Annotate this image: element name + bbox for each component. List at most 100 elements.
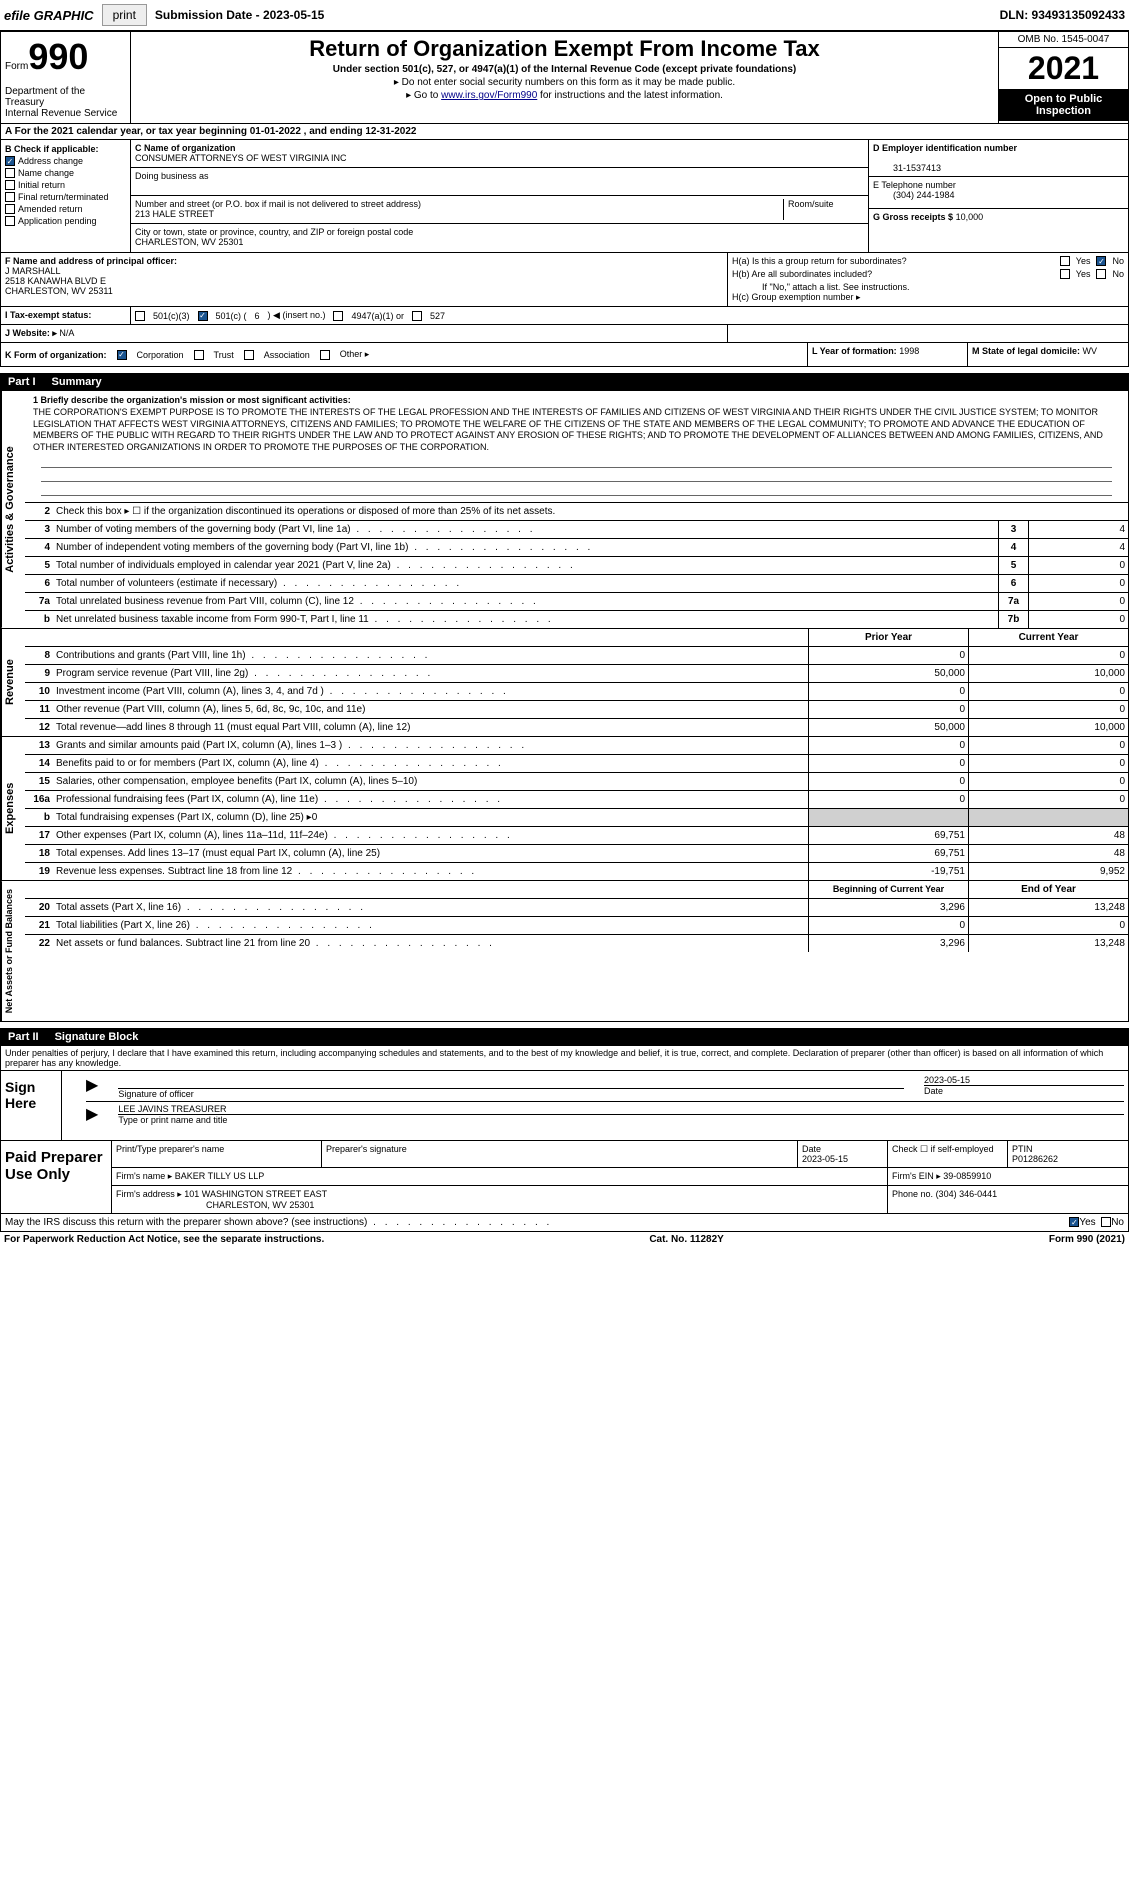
ein: 31-1537413: [873, 163, 941, 173]
line3-value: 4: [1028, 521, 1128, 538]
hb-yes-checkbox[interactable]: [1060, 269, 1070, 279]
vtab-activities: Activities & Governance: [1, 391, 25, 628]
efile-label: efile GRAPHIC: [4, 8, 94, 23]
city-state-zip: CHARLESTON, WV 25301: [135, 237, 243, 247]
form-header: Form990 Department of the Treasury Inter…: [0, 31, 1129, 124]
website-value: N/A: [59, 328, 74, 338]
org-name: CONSUMER ATTORNEYS OF WEST VIRGINIA INC: [135, 153, 347, 163]
line12-prior: 50,000: [808, 719, 968, 736]
line18-prior: 69,751: [808, 845, 968, 862]
line10-prior: 0: [808, 683, 968, 700]
gross-receipts: 10,000: [956, 212, 984, 222]
line8-current: 0: [968, 647, 1128, 664]
4947-checkbox[interactable]: [333, 311, 343, 321]
i-label: I Tax-exempt status:: [1, 307, 131, 324]
line6-value: 0: [1028, 575, 1128, 592]
527-checkbox[interactable]: [412, 311, 422, 321]
state-domicile: WV: [1083, 346, 1098, 356]
application-pending-checkbox[interactable]: [5, 216, 15, 226]
line12-current: 10,000: [968, 719, 1128, 736]
sig-date: 2023-05-15: [924, 1075, 970, 1085]
line13-prior: 0: [808, 737, 968, 754]
line16a-current: 0: [968, 791, 1128, 808]
discuss-no-checkbox[interactable]: [1101, 1217, 1111, 1227]
501c-checkbox[interactable]: [198, 311, 208, 321]
trust-checkbox[interactable]: [194, 350, 204, 360]
line7a-value: 0: [1028, 593, 1128, 610]
line15-prior: 0: [808, 773, 968, 790]
final-return-checkbox[interactable]: [5, 192, 15, 202]
firm-addr2: CHARLESTON, WV 25301: [116, 1200, 314, 1210]
cat-no: Cat. No. 11282Y: [649, 1234, 723, 1245]
blank-line: [41, 456, 1112, 468]
column-d: D Employer identification number31-15374…: [868, 140, 1128, 252]
sign-here-label: Sign Here: [1, 1071, 61, 1140]
line17-current: 48: [968, 827, 1128, 844]
officer-name-title: LEE JAVINS TREASURER: [118, 1104, 226, 1114]
blank-line: [41, 470, 1112, 482]
line13-current: 0: [968, 737, 1128, 754]
vtab-netassets: Net Assets or Fund Balances: [1, 881, 25, 1021]
firm-name: BAKER TILLY US LLP: [175, 1171, 265, 1181]
phone: (304) 244-1984: [873, 190, 955, 200]
other-checkbox[interactable]: [320, 350, 330, 360]
note-link: ▸ Go to www.irs.gov/Form990 for instruct…: [135, 90, 994, 101]
entity-block: B Check if applicable: Address change Na…: [0, 140, 1129, 253]
line20-end: 13,248: [968, 899, 1128, 916]
line8-prior: 0: [808, 647, 968, 664]
hb-no-checkbox[interactable]: [1096, 269, 1106, 279]
preparer-label: Paid Preparer Use Only: [1, 1141, 111, 1213]
line9-current: 10,000: [968, 665, 1128, 682]
line14-prior: 0: [808, 755, 968, 772]
line21-begin: 0: [808, 917, 968, 934]
website-row: J Website: ▸ N/A: [0, 325, 1129, 343]
form-title: Return of Organization Exempt From Incom…: [135, 36, 994, 62]
irs-link[interactable]: www.irs.gov/Form990: [441, 90, 537, 101]
ha-no-checkbox[interactable]: [1096, 256, 1106, 266]
name-change-checkbox[interactable]: [5, 168, 15, 178]
part1-header: Part I Summary: [0, 373, 1129, 391]
corp-checkbox[interactable]: [117, 350, 127, 360]
line19-prior: -19,751: [808, 863, 968, 880]
ptin: P01286262: [1012, 1154, 1058, 1164]
period-row: A For the 2021 calendar year, or tax yea…: [0, 124, 1129, 140]
line21-end: 0: [968, 917, 1128, 934]
line11-prior: 0: [808, 701, 968, 718]
arrow-icon: ▶: [86, 1104, 98, 1125]
address-change-checkbox[interactable]: [5, 156, 15, 166]
mission-text: THE CORPORATION'S EXEMPT PURPOSE IS TO P…: [33, 407, 1120, 454]
submission-date: Submission Date - 2023-05-15: [155, 8, 324, 22]
sign-here-block: Sign Here ▶ Signature of officer 2023-05…: [0, 1071, 1129, 1141]
part2-header: Part II Signature Block: [0, 1028, 1129, 1046]
line16b-current-grey: [968, 809, 1128, 826]
501c3-checkbox[interactable]: [135, 311, 145, 321]
firm-addr1: 101 WASHINGTON STREET EAST: [184, 1189, 327, 1199]
form-ref: Form 990 (2021): [1049, 1234, 1125, 1245]
line16a-prior: 0: [808, 791, 968, 808]
column-c: C Name of organizationCONSUMER ATTORNEYS…: [131, 140, 868, 252]
top-bar: efile GRAPHIC print Submission Date - 20…: [0, 0, 1129, 31]
line16b-prior-grey: [808, 809, 968, 826]
line17-prior: 69,751: [808, 827, 968, 844]
officer-block: F Name and address of principal officer:…: [0, 253, 1129, 307]
dln: DLN: 93493135092433: [1000, 8, 1125, 22]
b-label: B Check if applicable:: [5, 144, 126, 154]
assoc-checkbox[interactable]: [244, 350, 254, 360]
print-button[interactable]: print: [102, 4, 147, 26]
dept-label: Department of the Treasury Internal Reve…: [5, 86, 126, 119]
footer-row: For Paperwork Reduction Act Notice, see …: [0, 1232, 1129, 1247]
ha-yes-checkbox[interactable]: [1060, 256, 1070, 266]
line22-end: 13,248: [968, 935, 1128, 952]
firm-ein: 39-0859910: [943, 1171, 991, 1181]
line19-current: 9,952: [968, 863, 1128, 880]
line15-current: 0: [968, 773, 1128, 790]
line10-current: 0: [968, 683, 1128, 700]
line7b-value: 0: [1028, 611, 1128, 628]
amended-return-checkbox[interactable]: [5, 204, 15, 214]
line22-begin: 3,296: [808, 935, 968, 952]
preparer-block: Paid Preparer Use Only Print/Type prepar…: [0, 1141, 1129, 1214]
street: 213 HALE STREET: [135, 209, 214, 219]
discuss-row: May the IRS discuss this return with the…: [0, 1214, 1129, 1232]
discuss-yes-checkbox[interactable]: [1069, 1217, 1079, 1227]
initial-return-checkbox[interactable]: [5, 180, 15, 190]
